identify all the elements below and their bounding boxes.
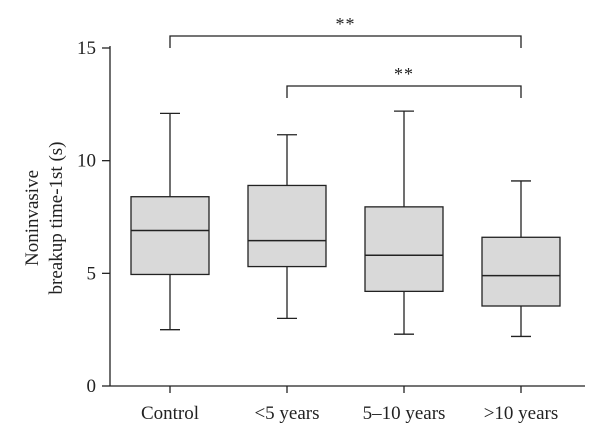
y-axis-title: Noninvasive breakup time-1st (s) <box>22 141 67 294</box>
boxes <box>130 110 561 338</box>
y-tick-label: 15 <box>77 38 96 59</box>
iqr-box <box>364 206 444 293</box>
x-tick-label: Control <box>141 403 199 424</box>
iqr-box <box>247 184 327 268</box>
x-tick-label: >10 years <box>484 403 559 424</box>
bracket-line <box>169 35 522 48</box>
y-tick-label: 0 <box>87 376 97 397</box>
iqr-box <box>130 196 210 276</box>
box-2 <box>247 134 327 320</box>
significance-label: ** <box>336 14 356 34</box>
box-3 <box>364 110 444 335</box>
box-4 <box>481 180 561 338</box>
significance-label: ** <box>394 64 414 84</box>
significance-brackets: ** ** <box>169 14 522 98</box>
x-tick-label: 5–10 years <box>363 403 446 424</box>
y-tick-label: 5 <box>87 263 97 284</box>
axes: 0 5 10 15 Control <5 years 5–10 years >10 years <box>77 38 585 424</box>
y-tick-label: 10 <box>77 151 96 172</box>
iqr-box <box>481 236 561 307</box>
y-axis-title-line-2: breakup time-1st (s) <box>46 141 67 294</box>
bracket-line <box>286 85 522 98</box>
significance-bracket-1: ** <box>169 14 522 48</box>
significance-bracket-2: ** <box>286 64 522 98</box>
y-axis-title-line-1: Noninvasive <box>22 170 43 266</box>
box-1 <box>130 112 210 331</box>
x-tick-label: <5 years <box>254 403 319 424</box>
